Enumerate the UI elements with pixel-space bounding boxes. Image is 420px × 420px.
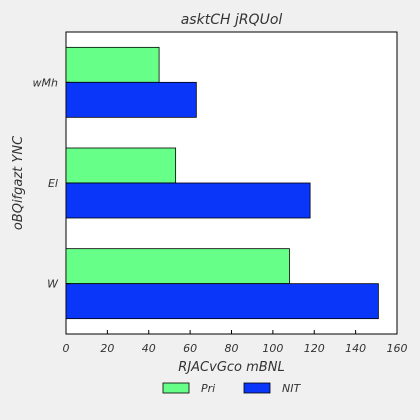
- x-axis-label: RJACvGco mBNL: [178, 360, 284, 375]
- legend-label-nit: NIT: [282, 382, 301, 395]
- legend: Pri NIT: [162, 382, 301, 395]
- y-tick-label: W: [47, 278, 59, 291]
- y-tick-label: El: [48, 177, 58, 190]
- legend-swatch-pri: [162, 382, 190, 394]
- bar-pri-el: [65, 147, 177, 184]
- legend-swatch-nit: [243, 382, 271, 394]
- x-tick-label: 80: [225, 342, 239, 355]
- x-tick-label: 40: [142, 342, 156, 355]
- y-axis-ticks: W El wMh: [33, 76, 70, 291]
- x-tick-label: 0: [63, 342, 70, 355]
- x-tick-label: 160: [387, 342, 408, 355]
- x-axis-ticks: 0 20 40 60 80 100 120 140 160: [63, 330, 408, 355]
- x-tick-label: 100: [262, 342, 283, 355]
- x-tick-label: 140: [345, 342, 366, 355]
- bar-nit-wmh: [65, 81, 197, 118]
- y-axis-label: oBQifgazt YNC: [11, 135, 26, 230]
- bar-pri-w: [65, 248, 290, 285]
- bar-pri-wmh: [65, 46, 160, 83]
- chart-title: asktCH jRQUol: [181, 12, 283, 28]
- bar-nit-w: [65, 283, 379, 320]
- y-tick-label: wMh: [33, 76, 58, 89]
- x-tick-label: 20: [100, 342, 114, 355]
- legend-label-pri: Pri: [201, 382, 215, 395]
- x-tick-label: 120: [304, 342, 325, 355]
- bar-nit-el: [65, 182, 311, 219]
- bars-group: [65, 46, 379, 320]
- x-tick-label: 60: [183, 342, 197, 355]
